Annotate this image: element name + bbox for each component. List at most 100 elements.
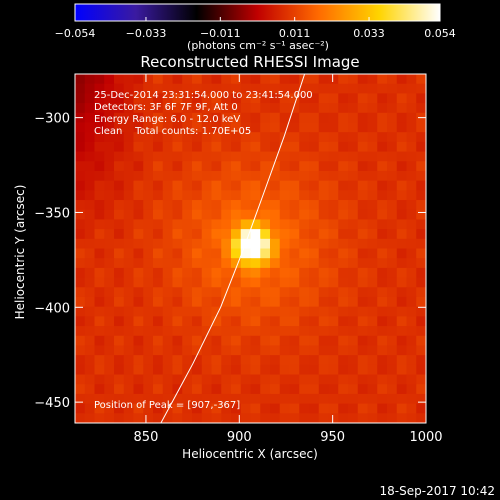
heatmap-pixel <box>348 132 359 143</box>
heatmap-pixel <box>143 74 154 85</box>
heatmap-pixel <box>162 161 174 172</box>
heatmap-pixel <box>94 248 105 259</box>
heatmap-pixel <box>162 335 174 347</box>
heatmap-pixel <box>338 83 349 94</box>
heatmap-pixel <box>162 238 174 250</box>
heatmap-pixel <box>309 112 320 124</box>
heatmap-pixel <box>406 161 417 172</box>
annotation-time-range: 25-Dec-2014 23:31:54.000 to 23:41:54.000 <box>94 90 313 101</box>
heatmap-pixel <box>104 74 115 85</box>
heatmap-pixel <box>260 287 271 298</box>
heatmap-pixel <box>172 326 183 337</box>
heatmap-pixel <box>348 103 359 114</box>
heatmap-pixel <box>357 384 369 395</box>
heatmap-pixel <box>289 277 300 288</box>
heatmap-pixel <box>172 209 183 221</box>
heatmap-pixel <box>153 364 164 376</box>
heatmap-pixel <box>94 132 105 143</box>
heatmap-pixel <box>114 384 125 395</box>
heatmap-pixel <box>377 112 388 124</box>
heatmap-pixel <box>309 141 320 153</box>
heatmap-pixel <box>192 248 203 259</box>
heatmap-pixel <box>114 190 125 201</box>
heatmap-pixel <box>123 141 135 153</box>
heatmap-pixel <box>182 103 193 114</box>
heatmap-pixel <box>289 74 300 85</box>
heatmap-pixel <box>75 287 86 298</box>
heatmap-pixel <box>221 384 232 395</box>
heatmap-pixel <box>260 364 271 376</box>
heatmap-pixel <box>348 161 359 172</box>
heatmap-pixel <box>133 93 144 104</box>
heatmap-pixel <box>84 364 96 376</box>
heatmap-pixel <box>260 132 271 143</box>
heatmap-pixel <box>357 413 369 423</box>
heatmap-pixel <box>231 74 242 85</box>
heatmap-pixel <box>289 103 300 114</box>
heatmap-pixel <box>289 374 300 385</box>
heatmap-pixel <box>143 413 154 423</box>
heatmap-pixel <box>250 170 261 182</box>
heatmap-pixel <box>299 141 310 153</box>
heatmap-pixel <box>75 393 86 405</box>
heatmap-pixel <box>172 403 183 414</box>
heatmap-pixel <box>318 393 330 405</box>
heatmap-pixel <box>270 355 281 366</box>
heatmap-pixel <box>221 345 232 356</box>
heatmap-pixel <box>338 267 349 279</box>
heatmap-pixel <box>396 393 408 405</box>
heatmap-pixel <box>182 345 193 356</box>
heatmap-pixel <box>123 316 135 327</box>
heatmap-pixel <box>201 393 213 405</box>
heatmap-pixel <box>289 413 300 423</box>
heatmap-pixel <box>211 384 222 395</box>
heatmap-pixel <box>211 74 222 85</box>
heatmap-pixel <box>114 355 125 366</box>
annotation-energy-range: Energy Range: 6.0 - 12.0 keV <box>94 114 240 125</box>
heatmap-pixel <box>328 277 339 288</box>
heatmap-pixel <box>94 335 105 347</box>
heatmap-pixel <box>416 151 426 162</box>
heatmap-pixel <box>250 219 261 230</box>
heatmap-pixel <box>279 170 291 182</box>
heatmap-pixel <box>406 403 417 414</box>
heatmap-pixel <box>416 296 426 308</box>
heatmap-pixel <box>84 296 96 308</box>
heatmap-pixel <box>279 161 291 172</box>
y-tick-label: −350 <box>34 206 70 221</box>
heatmap-pixel <box>396 403 408 414</box>
heatmap-pixel <box>396 209 408 221</box>
heatmap-pixel <box>406 287 417 298</box>
heatmap-pixel <box>192 200 203 211</box>
heatmap-pixel <box>231 287 242 298</box>
heatmap-pixel <box>192 219 203 230</box>
heatmap-pixel <box>396 93 408 104</box>
heatmap-pixel <box>328 413 339 423</box>
heatmap-pixel <box>182 403 193 414</box>
heatmap-pixel <box>377 258 388 269</box>
heatmap-pixel <box>84 83 96 94</box>
heatmap-pixel <box>260 277 271 288</box>
heatmap-pixel <box>182 258 193 269</box>
heatmap-pixel <box>153 267 164 279</box>
heatmap-pixel <box>396 200 408 211</box>
heatmap-pixel <box>377 83 388 94</box>
heatmap-pixel <box>357 326 369 337</box>
heatmap-pixel <box>133 132 144 143</box>
heatmap-pixel <box>182 287 193 298</box>
heatmap-pixel <box>250 287 261 298</box>
heatmap-pixel <box>406 306 417 317</box>
heatmap-pixel <box>377 209 388 221</box>
heatmap-pixel <box>114 258 125 269</box>
heatmap-pixel <box>201 287 213 298</box>
heatmap-pixel <box>250 403 261 414</box>
heatmap-pixel <box>153 335 164 347</box>
heatmap-pixel <box>250 74 261 85</box>
heatmap-pixel <box>367 209 378 221</box>
heatmap-pixel <box>123 200 135 211</box>
heatmap-pixel <box>348 296 359 308</box>
heatmap-pixel <box>377 345 388 356</box>
heatmap-pixel <box>387 306 398 317</box>
heatmap-pixel <box>279 364 291 376</box>
heatmap-pixel <box>318 248 330 259</box>
